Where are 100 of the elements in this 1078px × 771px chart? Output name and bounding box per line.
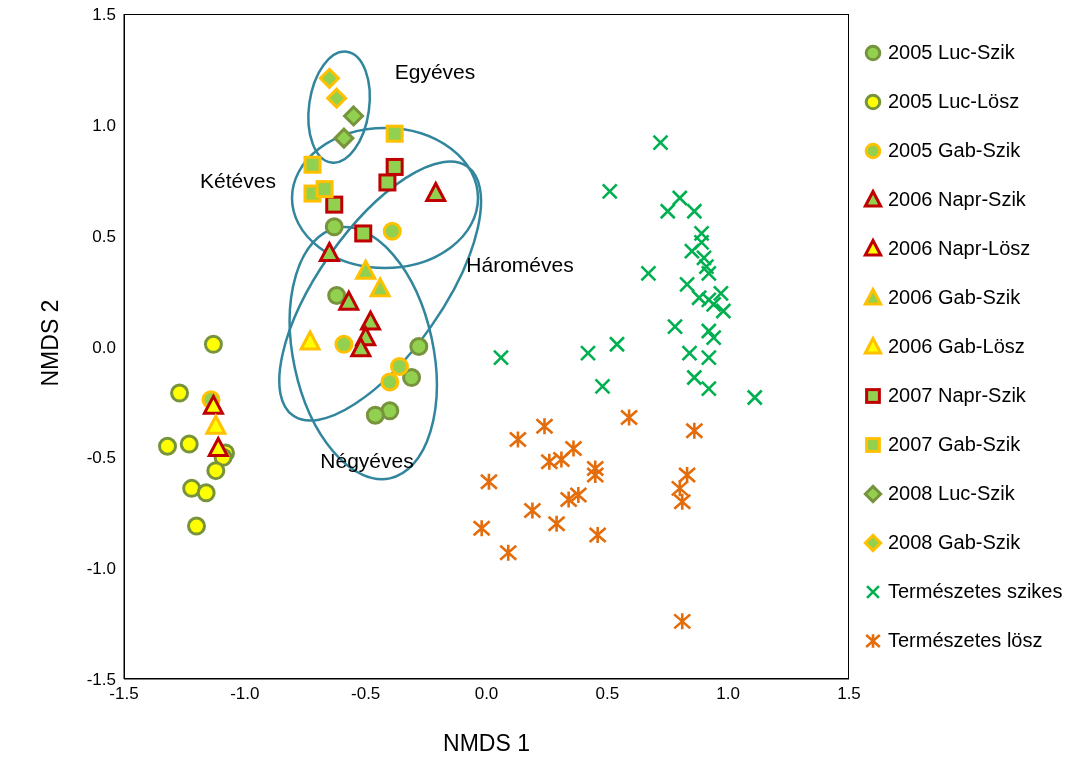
- legend-label: 2008 Gab-Szik: [888, 531, 1021, 554]
- point: [547, 514, 566, 534]
- point: [203, 334, 223, 354]
- x-tick-label: 0.0: [474, 684, 499, 704]
- point: [693, 225, 710, 242]
- x-tick-label: 1.5: [837, 684, 861, 704]
- point: [390, 356, 409, 376]
- point: [479, 472, 499, 492]
- point: [594, 378, 611, 395]
- point: [202, 394, 224, 415]
- point: [672, 612, 692, 631]
- point: [158, 436, 177, 456]
- point: [315, 180, 334, 199]
- y-tick-label: 1.5: [92, 5, 116, 25]
- point: [700, 349, 718, 366]
- point: [207, 436, 229, 457]
- point: [535, 417, 554, 436]
- legend-label: 2005 Luc-Lösz: [888, 90, 1020, 113]
- point: [205, 414, 227, 435]
- point: [585, 465, 605, 485]
- point: [681, 344, 698, 362]
- point: [585, 459, 605, 478]
- point: [698, 258, 715, 275]
- x-tick-label: -1.0: [230, 684, 260, 704]
- point: [326, 87, 348, 109]
- point: [608, 335, 626, 353]
- point: [318, 67, 340, 89]
- point: [303, 155, 322, 174]
- point: [677, 465, 697, 485]
- point: [523, 501, 542, 520]
- point: [705, 296, 722, 313]
- x-tick-label: 1.0: [716, 684, 740, 704]
- legend-label: Természetes szikes: [888, 580, 1063, 603]
- point: [182, 478, 202, 498]
- y-tick-label: -0.5: [86, 448, 116, 468]
- annotation: Hároméves: [466, 253, 574, 277]
- annotation: Egyéves: [394, 60, 476, 84]
- legend-label: 2005 Gab-Szik: [888, 139, 1021, 162]
- y-tick-label: 0.5: [92, 226, 116, 246]
- point: [365, 405, 385, 425]
- point: [327, 286, 347, 306]
- point: [385, 124, 404, 143]
- legend-label: 2006 Napr-Lösz: [888, 237, 1031, 260]
- point: [700, 265, 718, 282]
- point: [695, 249, 713, 267]
- x-tick-label: 0.5: [595, 684, 620, 704]
- point: [385, 157, 404, 176]
- y-tick-label: 0.0: [92, 337, 116, 357]
- point: [588, 525, 607, 545]
- point: [579, 344, 597, 362]
- point: [318, 241, 340, 262]
- point: [671, 189, 689, 207]
- legend-label: Természetes lösz: [888, 629, 1043, 652]
- point: [498, 543, 518, 562]
- point: [715, 302, 732, 320]
- point: [402, 368, 422, 388]
- y-tick-label: -1.0: [86, 559, 116, 579]
- point: [187, 516, 206, 536]
- point: [705, 329, 722, 346]
- point: [382, 221, 402, 241]
- point: [354, 224, 373, 243]
- point: [559, 490, 578, 509]
- legend-label: 2006 Napr-Szik: [888, 188, 1026, 211]
- point: [690, 289, 708, 307]
- point: [601, 183, 619, 200]
- point: [712, 285, 730, 302]
- point: [686, 369, 703, 386]
- point: [380, 372, 400, 392]
- point: [659, 202, 677, 220]
- point: [333, 127, 355, 149]
- point: [378, 173, 397, 192]
- point: [338, 290, 360, 311]
- point: [360, 310, 381, 331]
- point: [670, 479, 690, 498]
- point: [700, 322, 718, 340]
- point: [508, 430, 528, 449]
- point: [325, 195, 344, 214]
- point: [619, 408, 639, 427]
- point: [640, 265, 657, 282]
- point: [343, 105, 365, 127]
- point: [409, 337, 429, 356]
- legend-label: 2007 Napr-Szik: [888, 384, 1026, 407]
- point: [564, 439, 583, 458]
- x-axis-title: NMDS 1: [443, 730, 530, 756]
- point: [350, 337, 372, 358]
- point: [355, 259, 377, 280]
- point: [686, 202, 703, 220]
- point: [672, 492, 692, 511]
- annotation: Kétéves: [200, 169, 276, 193]
- point: [569, 485, 588, 505]
- point: [206, 461, 226, 481]
- legend-label: 2007 Gab-Szik: [888, 433, 1021, 456]
- point: [652, 134, 669, 151]
- point: [666, 318, 684, 335]
- point: [170, 383, 190, 403]
- point: [746, 389, 764, 406]
- point: [196, 483, 216, 503]
- point: [492, 349, 510, 366]
- point: [540, 452, 559, 472]
- y-axis-title: NMDS 2: [37, 299, 64, 387]
